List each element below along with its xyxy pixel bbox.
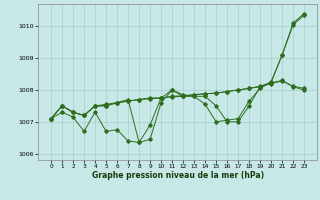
X-axis label: Graphe pression niveau de la mer (hPa): Graphe pression niveau de la mer (hPa) [92, 171, 264, 180]
